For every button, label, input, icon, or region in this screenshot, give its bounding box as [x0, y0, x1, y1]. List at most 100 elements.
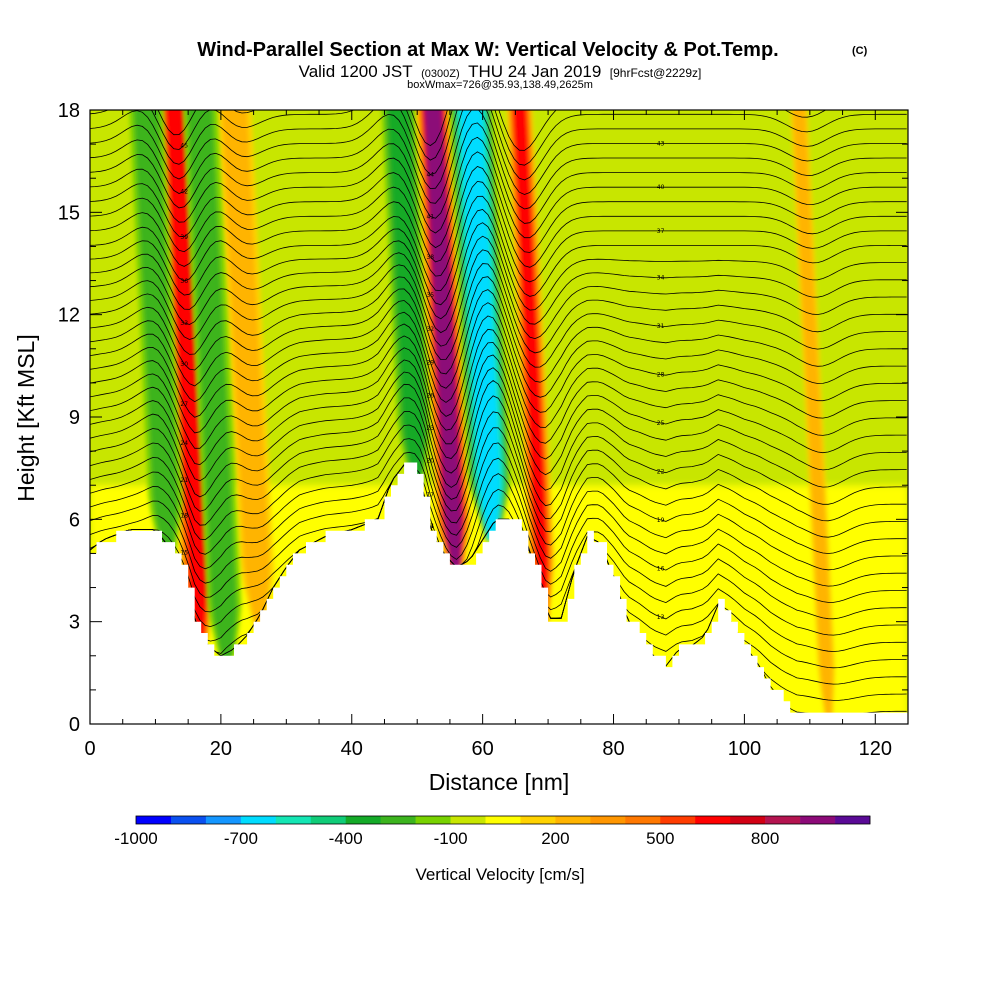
contour-label: 14 [426, 523, 434, 530]
colorbar-swatch [380, 816, 416, 824]
colorbar-swatch [310, 816, 347, 824]
theta-contour [90, 110, 907, 181]
theta-contour [90, 289, 907, 398]
theta-contour [90, 395, 907, 522]
theta-contour [90, 110, 907, 195]
colorbar-swatch [345, 816, 381, 824]
contour-label: 41 [426, 213, 434, 220]
colorbar-swatch [520, 816, 556, 824]
theta-contour [90, 122, 907, 224]
x-axis-label: Distance [nm] [429, 769, 570, 795]
terrain [90, 462, 908, 724]
colorbar-label: Vertical Velocity [cm/s] [415, 865, 584, 884]
theta-contour [90, 342, 907, 460]
colorbar-swatch [170, 816, 207, 824]
velocity-band-level [512, 110, 549, 623]
colorbar-swatch [625, 816, 661, 824]
contour-label: 33 [180, 320, 188, 327]
theta-contour [90, 249, 907, 354]
contour-label: 18 [180, 513, 188, 520]
theta-contour [90, 464, 907, 636]
contour-label: 20 [426, 457, 434, 464]
contour-label: 23 [426, 425, 434, 432]
contour-label: 28 [657, 372, 665, 379]
x-tick-label: 120 [859, 738, 892, 760]
colorbar-swatch [800, 816, 836, 824]
contour-label: 25 [657, 420, 665, 427]
subtitle-valid: Valid 1200 JST [299, 62, 413, 81]
contour-label: 17 [426, 492, 434, 499]
contour-label: 19 [657, 517, 665, 524]
theta-contour [90, 367, 907, 491]
velocity-band-level [424, 110, 462, 585]
theta-contour [90, 110, 907, 210]
theta-contour [90, 354, 907, 476]
chart-title: Wind-Parallel Section at Max W: Vertical… [197, 39, 778, 61]
contour-label: 15 [180, 550, 188, 557]
contour-label: 16 [657, 565, 665, 572]
colorbar-swatch [450, 816, 486, 824]
colorbar-frame [135, 815, 871, 825]
theta-contour [90, 464, 907, 620]
theta-contour [90, 410, 907, 538]
contour-label: 35 [426, 292, 434, 299]
theta-contour [90, 180, 907, 283]
y-tick-label: 6 [69, 509, 80, 531]
updraft-band [506, 110, 555, 623]
updraft-band [157, 110, 216, 653]
x-tick-label: 80 [602, 738, 624, 760]
contour-label: 43 [657, 141, 665, 148]
contour-label: 29 [426, 359, 434, 366]
theta-contour [90, 136, 907, 239]
x-tick-label: 60 [472, 738, 494, 760]
theta-contour [90, 222, 907, 325]
theta-contour [90, 110, 907, 166]
colorbar-swatch [485, 816, 521, 824]
contour-label: 39 [180, 234, 188, 241]
theta-contour [90, 195, 907, 297]
colorbar-tick-label: -400 [329, 829, 363, 848]
theta-contour [90, 166, 907, 268]
theta-contour [90, 424, 907, 554]
contour-label: 42 [180, 189, 188, 196]
y-axis-label: Height [Kft MSL] [13, 334, 39, 501]
contour-label: 38 [426, 254, 434, 261]
updraft-band [217, 110, 275, 632]
contour-label: 22 [657, 469, 665, 476]
updraft-band [790, 110, 835, 724]
y-tick-label: 9 [69, 407, 80, 429]
colorbar-tick-label: -100 [434, 829, 468, 848]
colorbar-swatch [695, 816, 731, 824]
y-tick-label: 18 [58, 100, 80, 122]
colorbar-swatch [240, 816, 277, 824]
contour-label: 46 [657, 97, 665, 104]
colorbar-tick-label: 800 [751, 829, 779, 848]
subtitle-date: THU 24 Jan 2019 [468, 62, 601, 81]
theta-contour [90, 209, 907, 311]
y-tick-label: 0 [69, 714, 80, 736]
contour-label: 30 [180, 361, 188, 368]
theta-contour [90, 151, 907, 253]
contour-label: 13 [657, 614, 665, 621]
colorbar-swatch [765, 816, 801, 824]
downdraft-band [129, 110, 183, 564]
theta-contour [90, 379, 907, 507]
contour-label: 36 [180, 278, 188, 285]
y-tick-label: 12 [58, 305, 80, 327]
contour-label: 31 [657, 323, 665, 330]
subtitle-line: Valid 1200 JST (0300Z) THU 24 Jan 2019 [… [299, 62, 702, 81]
contour-label: 21 [180, 477, 188, 484]
colorbar-tick-label: -1000 [114, 829, 157, 848]
colorbar-tick-label: 500 [646, 829, 674, 848]
velocity-band-level [387, 110, 425, 489]
colorbar-swatch [660, 816, 696, 824]
colorbar-swatch [275, 816, 312, 824]
colorbar-swatch [555, 816, 591, 824]
theta-contour [90, 315, 907, 428]
x-tick-label: 20 [210, 738, 232, 760]
theta-contour [90, 263, 907, 368]
y-tick-label: 3 [69, 612, 80, 634]
theta-contour [90, 438, 907, 571]
terrain-mask [90, 462, 908, 724]
colorbar-tick-label: 200 [541, 829, 569, 848]
